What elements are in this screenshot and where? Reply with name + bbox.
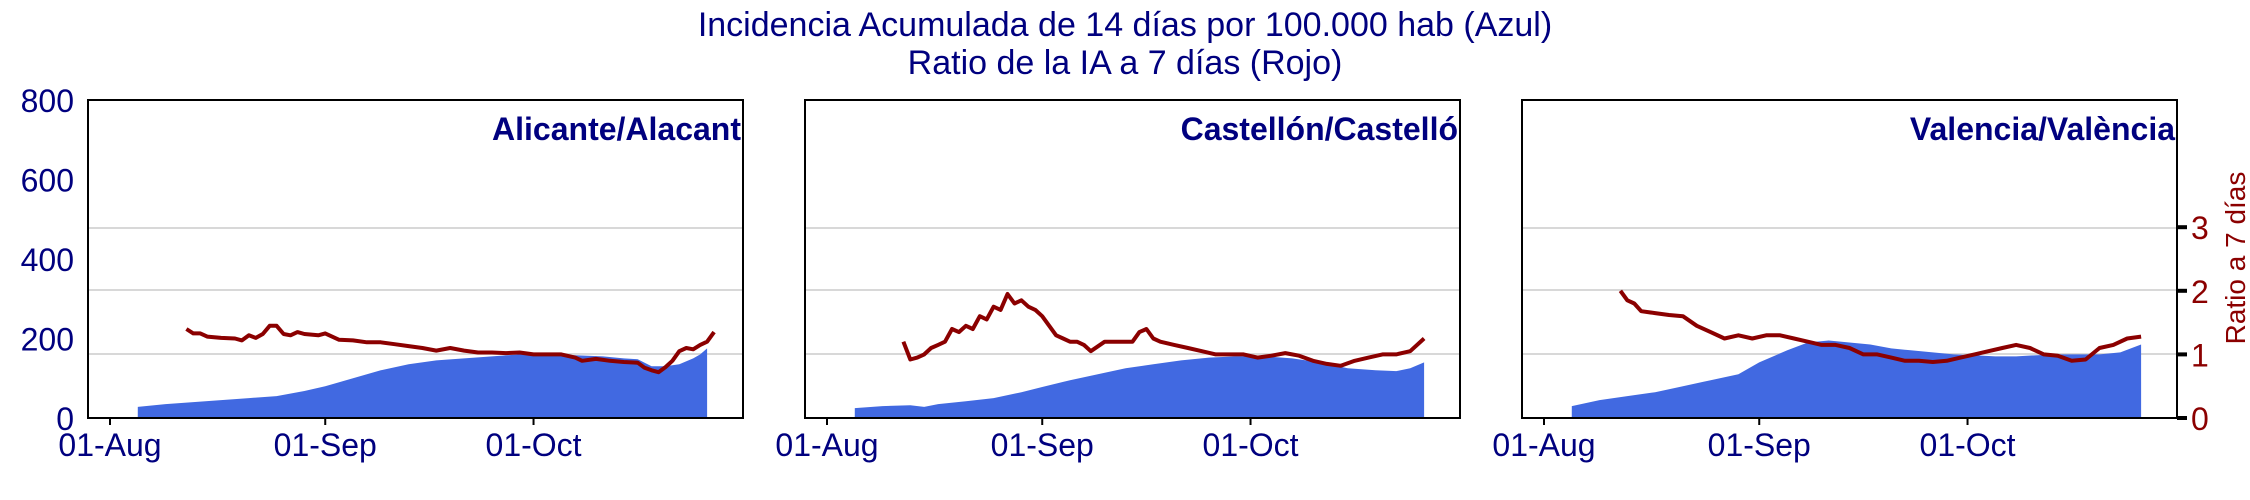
x-tick-label: 01-Oct bbox=[486, 427, 582, 463]
panel-0: Alicante/Alacant 01-Aug 01-Sep 01-Oct 0 200 40… bbox=[21, 83, 744, 463]
x-tick-label: 01-Aug bbox=[58, 427, 161, 463]
y-axis-label-right: Ratio a 7 días bbox=[2220, 172, 2250, 345]
panel-label: Alicante/Alacant bbox=[492, 111, 741, 147]
y-tick-label-left: 400 bbox=[21, 242, 74, 278]
panel-2: Valencia/València 01-Aug 01-Sep 01-Oct 0 1 2 3 R… bbox=[1492, 99, 2250, 463]
ia14-area-series bbox=[854, 356, 1425, 418]
y-tick-label-right: 0 bbox=[2191, 401, 2209, 437]
panel-1: Castellón/Castelló 01-Aug 01-Sep 01-Oct bbox=[775, 99, 1461, 463]
x-tick-label: 01-Sep bbox=[274, 427, 377, 463]
y-tick-label-left: 200 bbox=[21, 322, 74, 358]
x-tick-label: 01-Sep bbox=[1708, 427, 1811, 463]
chart-title-line-1: Incidencia Acumulada de 14 días por 100.… bbox=[698, 6, 1552, 44]
y-tick-label-left: 800 bbox=[21, 83, 74, 119]
plot-frame bbox=[1521, 99, 2178, 419]
chart-title-line-2: Ratio de la IA a 7 días (Rojo) bbox=[908, 44, 1343, 82]
y-tick-label-left: 600 bbox=[21, 163, 74, 199]
plot-frame bbox=[87, 99, 744, 419]
y-tick-label-right: 2 bbox=[2191, 274, 2209, 310]
y-tick-label-right: 3 bbox=[2191, 210, 2209, 246]
chart-panels: Alicante/Alacant 01-Aug 01-Sep 01-Oct 0 200 40… bbox=[21, 83, 2250, 463]
ratio7-line-series bbox=[901, 292, 1426, 368]
panel-label: Castellón/Castelló bbox=[1181, 111, 1458, 147]
y-tick-label-right: 1 bbox=[2191, 337, 2209, 373]
plot-frame bbox=[804, 99, 1461, 419]
y-tick-label-left: 0 bbox=[56, 401, 74, 437]
panel-label: Valencia/València bbox=[1910, 111, 2175, 147]
x-tick-label: 01-Sep bbox=[991, 427, 1094, 463]
x-tick-label: 01-Oct bbox=[1920, 427, 2016, 463]
x-tick-label: 01-Aug bbox=[1492, 427, 1595, 463]
x-tick-label: 01-Oct bbox=[1203, 427, 1299, 463]
ia14-area-series bbox=[137, 348, 708, 418]
ia14-area-series bbox=[1571, 340, 2142, 418]
ratio7-line-series bbox=[185, 323, 716, 375]
x-tick-label: 01-Aug bbox=[775, 427, 878, 463]
ratio7-line-series bbox=[1618, 289, 2142, 364]
